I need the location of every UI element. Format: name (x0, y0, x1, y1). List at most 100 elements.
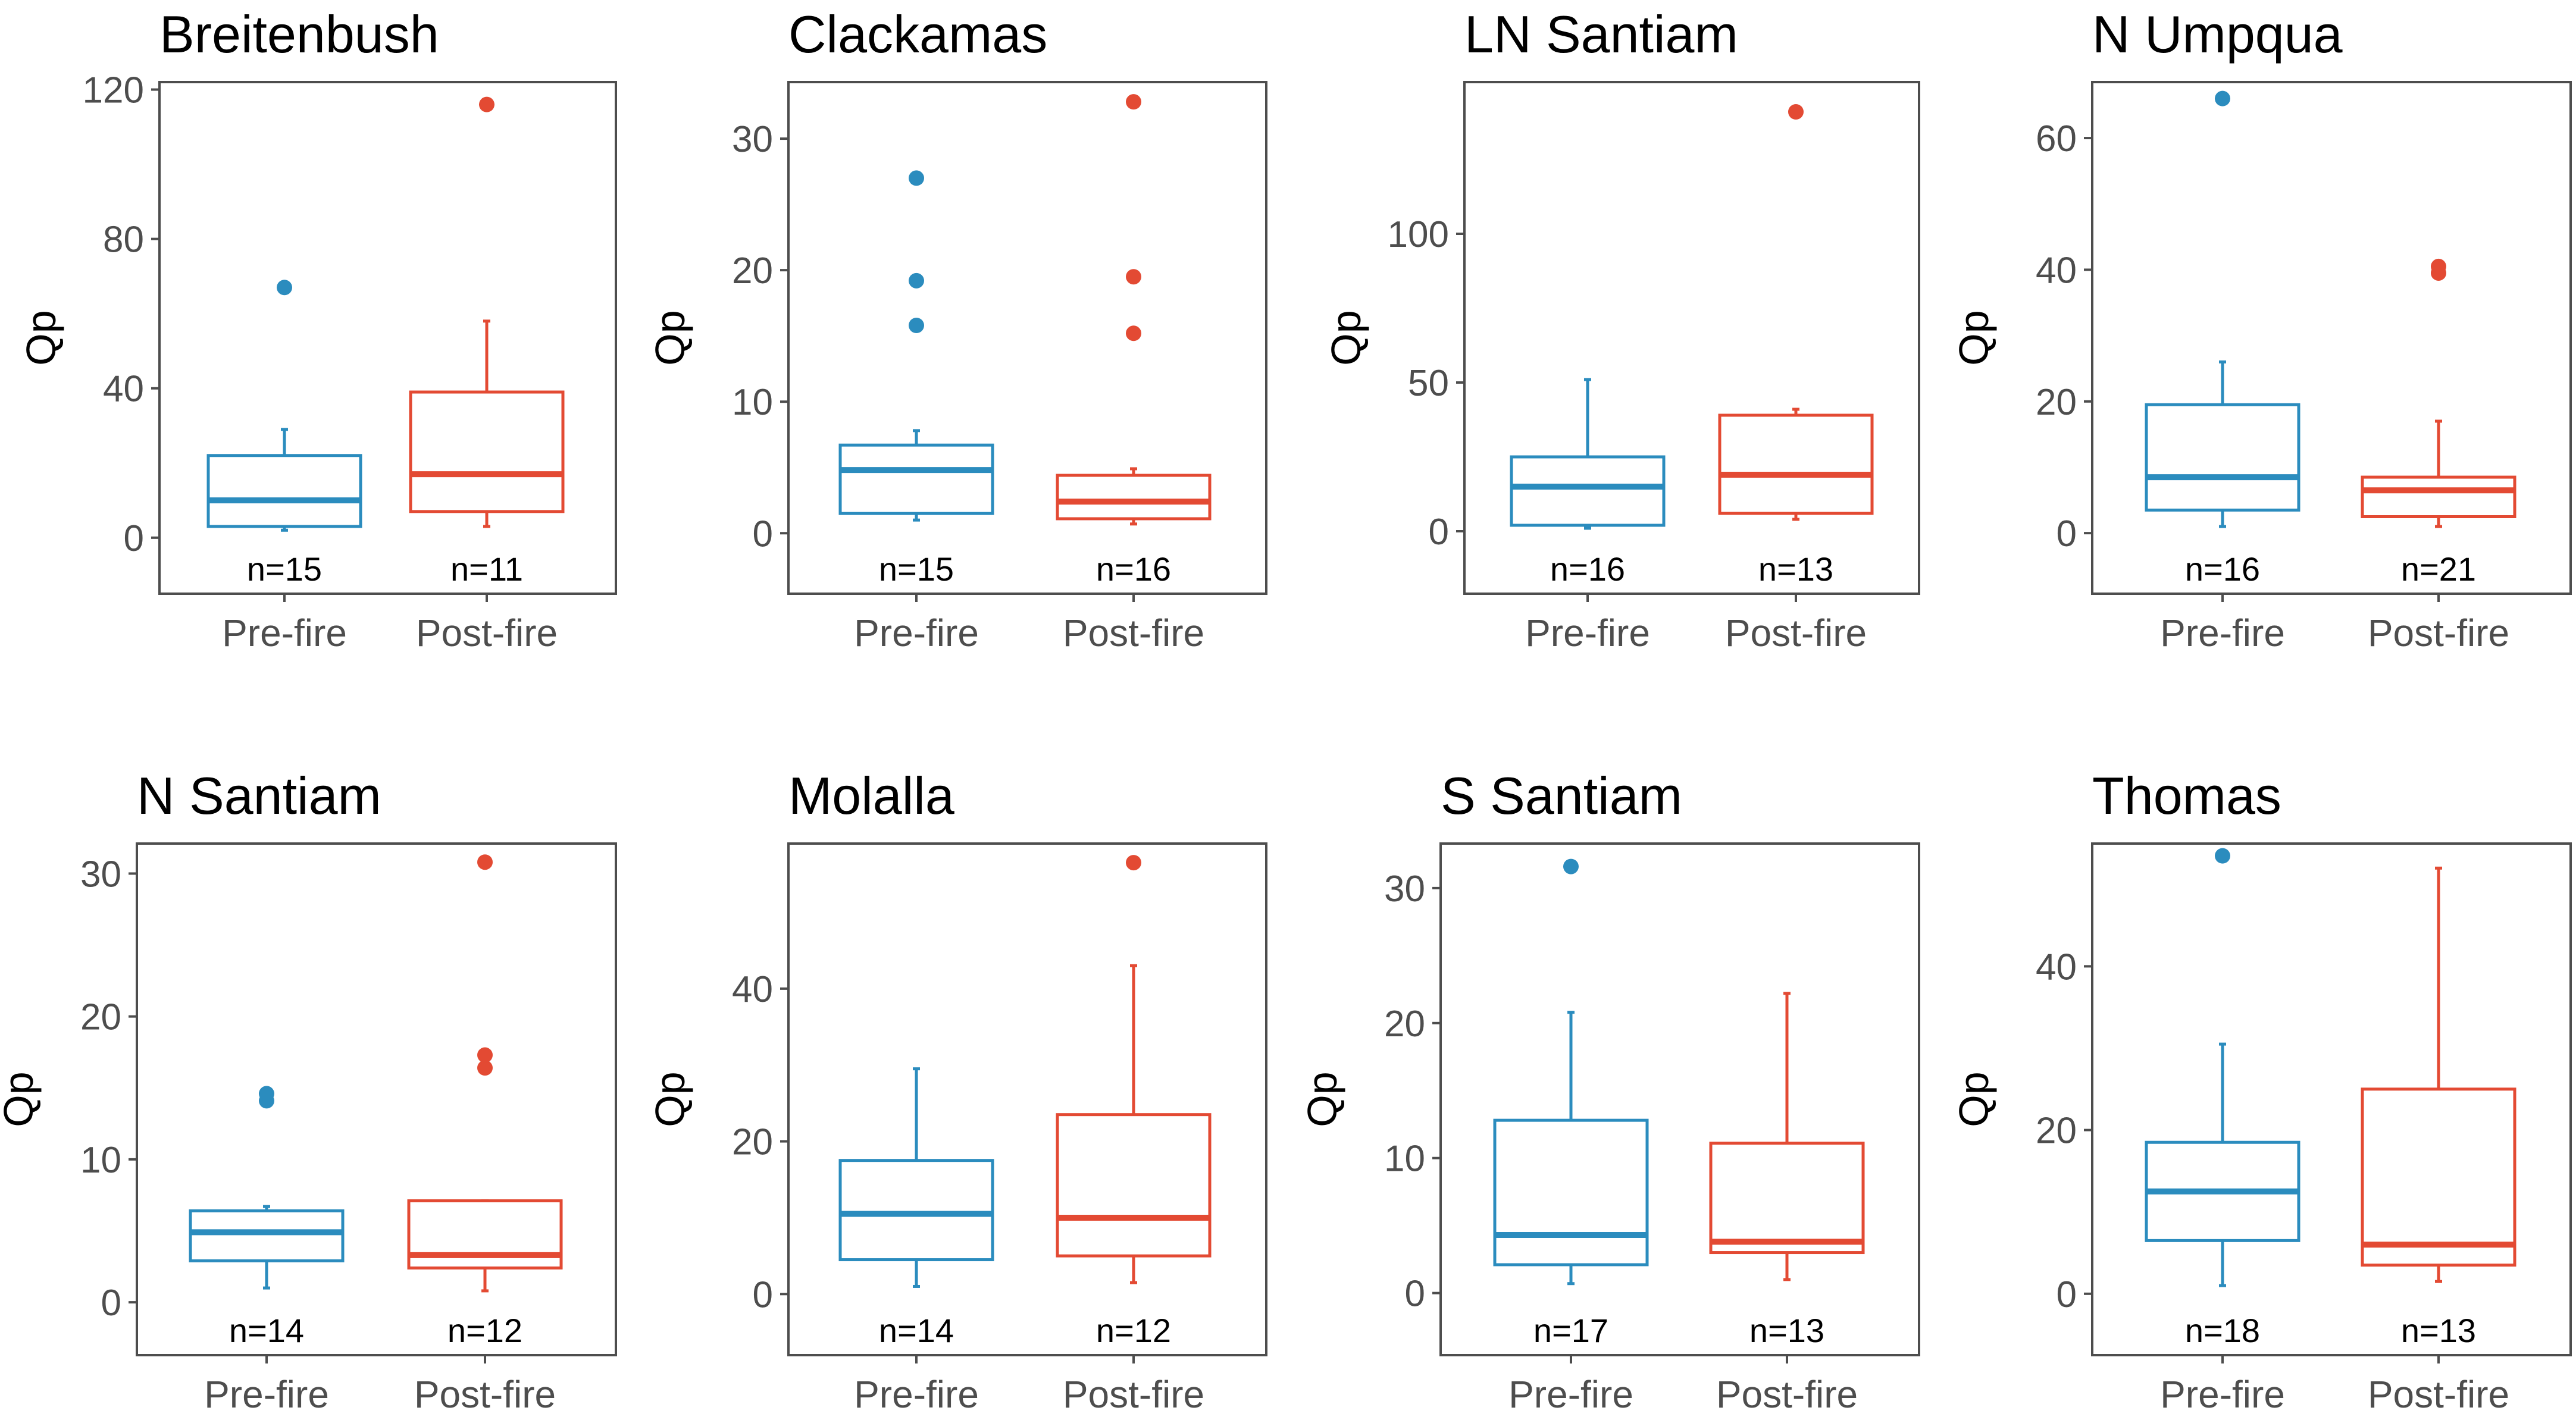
x-tick-label: Pre-fire (854, 612, 979, 654)
x-tick-label: Post-fire (414, 1373, 556, 1416)
sample-size-label: n=13 (1758, 550, 1833, 588)
outlier-point (479, 96, 494, 112)
y-tick-label: 10 (732, 382, 773, 423)
y-tick-label: 20 (80, 997, 121, 1038)
y-axis-label: Qp (1323, 310, 1369, 365)
y-tick-label: 0 (1429, 512, 1449, 553)
panel-1: Clackamas Qp 0 10 20 30 Pre-fire n=15 Post-fire n… (647, 5, 1267, 654)
x-tick-label: Pre-fire (2160, 612, 2285, 654)
panel-border (1463, 81, 1920, 595)
box-post-fire: Post-fire n=21 (2361, 258, 2516, 654)
box-pre-fire: Pre-fire n=15 (838, 170, 994, 654)
y-tick-label: 10 (1384, 1139, 1425, 1180)
sample-size-label: n=15 (879, 550, 954, 588)
y-axis-label: Qp (1299, 1071, 1345, 1127)
box-post-fire: Post-fire n=13 (1718, 104, 1874, 654)
box-post-fire: Post-fire n=12 (1056, 855, 1212, 1416)
panel-title: N Santiam (137, 766, 381, 825)
box-post-fire: Post-fire n=13 (1709, 992, 1865, 1416)
iqr-box (1510, 455, 1666, 527)
box-post-fire: Post-fire n=13 (2361, 866, 2516, 1416)
panel-border (787, 81, 1267, 595)
sample-size-label: n=14 (879, 1312, 954, 1349)
iqr-box (189, 1209, 345, 1262)
panel-border (136, 842, 617, 1356)
y-tick-label: 30 (1384, 869, 1425, 910)
iqr-box (1718, 413, 1874, 515)
box-pre-fire: Pre-fire n=16 (1510, 378, 1666, 654)
sample-size-label: n=16 (1096, 550, 1171, 588)
y-tick-label: 0 (2057, 1274, 2077, 1315)
panel-0: Breitenbush Qp 0 40 80 120 Pre-fire n=15 Post-fi… (18, 5, 617, 654)
y-tick-label: 60 (2036, 118, 2077, 159)
outlier-point (277, 280, 292, 296)
x-tick-label: Pre-fire (222, 612, 347, 654)
iqr-box (409, 390, 565, 513)
outlier-point (477, 854, 493, 870)
sample-size-label: n=12 (447, 1312, 522, 1349)
x-tick-label: Pre-fire (1525, 612, 1650, 654)
x-tick-label: Pre-fire (854, 1373, 979, 1416)
outlier-point (2431, 258, 2446, 274)
outlier-point (259, 1086, 274, 1102)
y-tick-label: 20 (732, 250, 773, 291)
box-pre-fire: Pre-fire n=17 (1493, 858, 1649, 1416)
y-tick-label: 80 (103, 220, 144, 261)
outlier-point (1126, 855, 1141, 871)
x-tick-label: Post-fire (2368, 1373, 2509, 1416)
y-tick-label: 10 (80, 1140, 121, 1181)
y-tick-label: 20 (2036, 1111, 2077, 1152)
sample-size-label: n=21 (2401, 550, 2476, 588)
y-tick-label: 0 (753, 513, 773, 554)
y-tick-label: 40 (103, 369, 144, 410)
panel-3: N Umpqua Qp 0 20 40 60 Pre-fire n=16 Post-fire n=… (1951, 5, 2572, 654)
panel-border (787, 842, 1267, 1356)
y-axis-label: Qp (1951, 310, 1997, 365)
y-tick-label: 40 (2036, 946, 2077, 988)
panel-border (2091, 842, 2572, 1356)
panel-border (2091, 81, 2572, 595)
panel-2: LN Santiam Qp 0 50 100 Pre-fire n=16 Post-fire n… (1323, 5, 1920, 654)
sample-size-label: n=16 (1550, 550, 1625, 588)
sample-size-label: n=18 (2185, 1312, 2260, 1349)
iqr-box (838, 1159, 994, 1262)
outlier-point (2215, 848, 2230, 864)
y-tick-label: 20 (2036, 382, 2077, 423)
x-tick-label: Post-fire (416, 612, 558, 654)
box-pre-fire: Pre-fire n=18 (2145, 848, 2300, 1416)
y-tick-label: 20 (1384, 1004, 1425, 1045)
iqr-box (1056, 1113, 1212, 1258)
box-pre-fire: Pre-fire n=15 (206, 280, 362, 654)
panel-7: Thomas Qp 0 20 40 Pre-fire n=18 Post-fire n=13 (1951, 766, 2572, 1416)
panel-title: LN Santiam (1464, 5, 1738, 64)
x-tick-label: Post-fire (1716, 1373, 1858, 1416)
outlier-point (477, 1060, 493, 1076)
x-tick-label: Pre-fire (2160, 1373, 2285, 1416)
y-axis-label: Qp (0, 1071, 42, 1127)
box-pre-fire: Pre-fire n=16 (2145, 90, 2300, 654)
panel-4: N Santiam Qp 0 10 20 30 Pre-fire n=14 Post-fire n… (0, 766, 617, 1416)
y-tick-label: 0 (2057, 513, 2077, 554)
panel-title: Thomas (2092, 766, 2281, 825)
y-axis-label: Qp (1951, 1071, 1997, 1127)
y-axis-label: Qp (647, 1071, 693, 1127)
outlier-point (909, 272, 924, 289)
x-tick-label: Post-fire (1063, 612, 1204, 654)
sample-size-label: n=13 (1749, 1312, 1824, 1349)
panel-title: Clackamas (788, 5, 1047, 64)
y-tick-label: 0 (124, 518, 144, 559)
box-post-fire: Post-fire n=11 (409, 96, 565, 654)
sample-size-label: n=16 (2185, 550, 2260, 588)
iqr-box (838, 443, 994, 515)
x-tick-label: Post-fire (2368, 612, 2509, 654)
outlier-point (909, 170, 924, 186)
sample-size-label: n=13 (2401, 1312, 2476, 1349)
y-tick-label: 40 (732, 969, 773, 1010)
outlier-point (2215, 90, 2230, 106)
iqr-box (1709, 1142, 1865, 1255)
y-tick-label: 100 (1388, 214, 1449, 255)
outlier-point (477, 1047, 493, 1063)
outlier-point (1788, 104, 1804, 120)
sample-size-label: n=15 (247, 550, 322, 588)
